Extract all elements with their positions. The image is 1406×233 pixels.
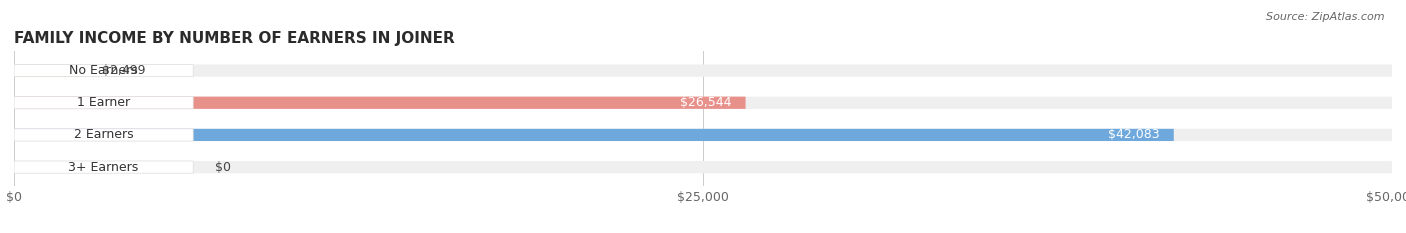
Text: $2,499: $2,499 — [103, 64, 146, 77]
FancyBboxPatch shape — [14, 97, 1392, 109]
FancyBboxPatch shape — [14, 65, 83, 77]
FancyBboxPatch shape — [14, 129, 193, 141]
Text: 3+ Earners: 3+ Earners — [69, 161, 139, 174]
FancyBboxPatch shape — [14, 129, 1392, 141]
Text: $26,544: $26,544 — [681, 96, 731, 109]
Text: FAMILY INCOME BY NUMBER OF EARNERS IN JOINER: FAMILY INCOME BY NUMBER OF EARNERS IN JO… — [14, 31, 454, 46]
Text: 1 Earner: 1 Earner — [77, 96, 131, 109]
Text: 2 Earners: 2 Earners — [73, 128, 134, 141]
Text: Source: ZipAtlas.com: Source: ZipAtlas.com — [1267, 12, 1385, 22]
FancyBboxPatch shape — [14, 97, 193, 109]
Text: $42,083: $42,083 — [1108, 128, 1160, 141]
FancyBboxPatch shape — [14, 161, 193, 173]
FancyBboxPatch shape — [14, 129, 1174, 141]
Text: $0: $0 — [215, 161, 231, 174]
FancyBboxPatch shape — [14, 161, 1392, 173]
FancyBboxPatch shape — [14, 97, 745, 109]
Text: No Earners: No Earners — [69, 64, 138, 77]
FancyBboxPatch shape — [14, 65, 193, 77]
FancyBboxPatch shape — [14, 65, 1392, 77]
